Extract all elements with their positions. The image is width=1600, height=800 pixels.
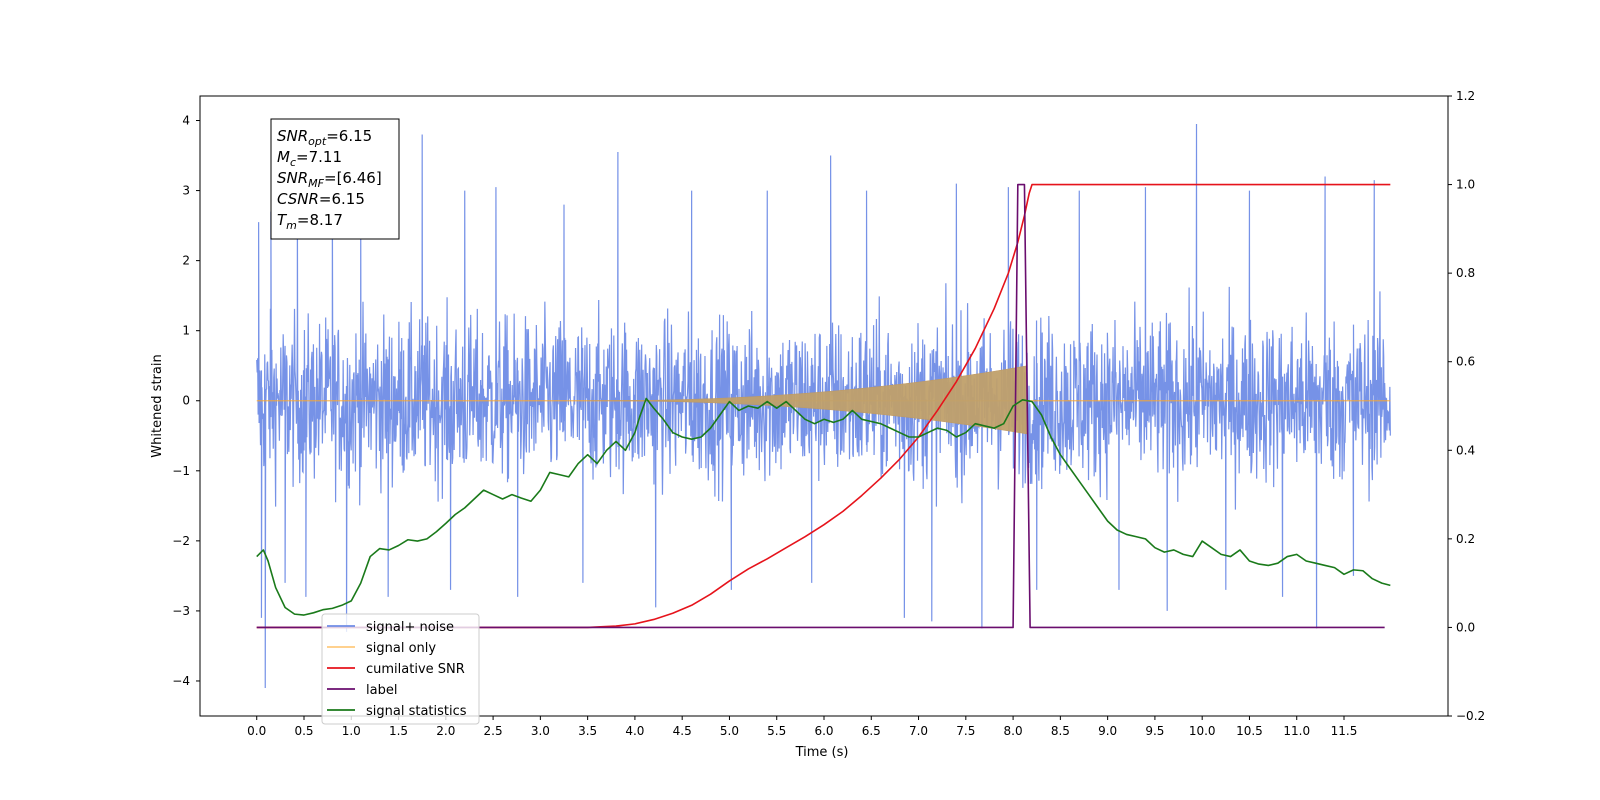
stats-annotation-box: SNRopt=6.15Mc=7.11SNRMF=[6.46]CSNR=6.15T… bbox=[270, 118, 400, 240]
x-tick-label: 1.5 bbox=[389, 724, 408, 738]
x-axis-ticks: 0.0 0.5 1.0 1.5 2.0 2.5 3.0 3.5 4.0 4.5 5.0 5.5 6.0 6… bbox=[247, 716, 1357, 738]
y-axis-left-ticks: −4 −3 −2 −1 0 1 2 3 4 bbox=[172, 114, 200, 688]
y2-tick-label: 0.8 bbox=[1456, 266, 1475, 280]
y-tick-label: −2 bbox=[172, 534, 190, 548]
noise-trace bbox=[256, 124, 1391, 688]
series-cumulative-snr bbox=[256, 183, 1391, 629]
signal-statistics-line bbox=[256, 397, 1391, 616]
series-signal-statistics bbox=[256, 397, 1391, 616]
legend: signal+ noise signal only cumilative SNR la… bbox=[321, 613, 480, 725]
annotation-value: =6.15 bbox=[326, 127, 372, 145]
annotation-symbol: SNR bbox=[277, 169, 308, 187]
x-tick-label: 10.0 bbox=[1189, 724, 1216, 738]
x-tick-label: 2.5 bbox=[484, 724, 503, 738]
annotation-value: =6.15 bbox=[319, 190, 365, 208]
series-label bbox=[256, 183, 1385, 629]
y-axis-right-ticks: −0.2 0.0 0.2 0.4 0.6 0.8 1.0 1.2 bbox=[1448, 89, 1485, 723]
annotation-line: SNRMF=[6.46] bbox=[277, 169, 382, 190]
annotation-subscript: m bbox=[286, 219, 297, 232]
y-tick-label: 1 bbox=[182, 324, 190, 338]
x-tick-label: 11.0 bbox=[1283, 724, 1310, 738]
y-tick-label: −3 bbox=[172, 604, 190, 618]
cumulative-snr-line bbox=[256, 183, 1391, 629]
annotation-line: Tm=8.17 bbox=[277, 211, 343, 232]
y2-tick-label: −0.2 bbox=[1456, 709, 1485, 723]
y2-tick-label: 0.4 bbox=[1456, 443, 1475, 457]
x-tick-label: 5.0 bbox=[720, 724, 739, 738]
y2-tick-label: 0.0 bbox=[1456, 620, 1475, 634]
annotation-line: CSNR=6.15 bbox=[277, 190, 365, 208]
legend-label: signal statistics bbox=[366, 704, 467, 719]
x-tick-label: 9.5 bbox=[1145, 724, 1164, 738]
x-tick-label: 3.0 bbox=[531, 724, 550, 738]
label-line bbox=[256, 183, 1385, 629]
annotation-line: SNRopt=6.15 bbox=[277, 127, 372, 148]
y2-tick-label: 0.6 bbox=[1456, 355, 1475, 369]
annotation-value: =[6.46] bbox=[324, 169, 382, 187]
x-tick-label: 7.0 bbox=[909, 724, 928, 738]
x-tick-label: 8.0 bbox=[1004, 724, 1023, 738]
x-tick-label: 0.5 bbox=[294, 724, 313, 738]
x-tick-label: 9.0 bbox=[1098, 724, 1117, 738]
y-tick-label: 0 bbox=[182, 394, 190, 408]
legend-frame bbox=[321, 613, 480, 725]
annotation-symbol: T bbox=[277, 211, 288, 229]
x-tick-label: 0.0 bbox=[247, 724, 266, 738]
x-tick-label: 1.0 bbox=[342, 724, 361, 738]
annotation-value: =7.11 bbox=[296, 148, 342, 166]
x-tick-label: 4.0 bbox=[625, 724, 644, 738]
legend-label: cumilative SNR bbox=[366, 662, 465, 677]
legend-label: signal+ noise bbox=[366, 620, 454, 635]
x-tick-label: 6.5 bbox=[862, 724, 881, 738]
x-tick-label: 5.5 bbox=[767, 724, 786, 738]
y2-tick-label: 1.2 bbox=[1456, 89, 1475, 103]
y2-tick-label: 1.0 bbox=[1456, 178, 1475, 192]
x-tick-label: 7.5 bbox=[956, 724, 975, 738]
x-tick-label: 11.5 bbox=[1331, 724, 1358, 738]
y-tick-label: −1 bbox=[172, 464, 190, 478]
x-axis-label: Time (s) bbox=[795, 745, 849, 760]
series-signal-noise bbox=[256, 124, 1391, 688]
annotation-value: =8.17 bbox=[297, 211, 343, 229]
y-tick-label: 2 bbox=[182, 254, 190, 268]
y-tick-label: 3 bbox=[182, 184, 190, 198]
series-layer bbox=[256, 124, 1391, 688]
annotation-symbol: CSNR bbox=[277, 190, 319, 208]
annotation-subscript: c bbox=[290, 156, 296, 169]
annotation-subscript: opt bbox=[308, 135, 327, 148]
annotation-symbol: M bbox=[277, 148, 290, 166]
y2-tick-label: 0.2 bbox=[1456, 532, 1475, 546]
y-tick-label: −4 bbox=[172, 674, 190, 688]
x-tick-label: 10.5 bbox=[1236, 724, 1263, 738]
x-tick-label: 3.5 bbox=[578, 724, 597, 738]
x-tick-label: 2.0 bbox=[436, 724, 455, 738]
annotation-frame bbox=[270, 118, 400, 240]
x-tick-label: 4.5 bbox=[673, 724, 692, 738]
annotation-subscript: MF bbox=[308, 177, 324, 190]
y-axis-label: Whitened strain bbox=[150, 354, 165, 457]
legend-label: label bbox=[366, 683, 397, 698]
annotation-symbol: SNR bbox=[277, 127, 308, 145]
x-tick-label: 8.5 bbox=[1051, 724, 1070, 738]
y-tick-label: 4 bbox=[182, 114, 190, 128]
x-tick-label: 6.0 bbox=[814, 724, 833, 738]
legend-label: signal only bbox=[366, 641, 436, 656]
annotation-line: Mc=7.11 bbox=[277, 148, 342, 169]
